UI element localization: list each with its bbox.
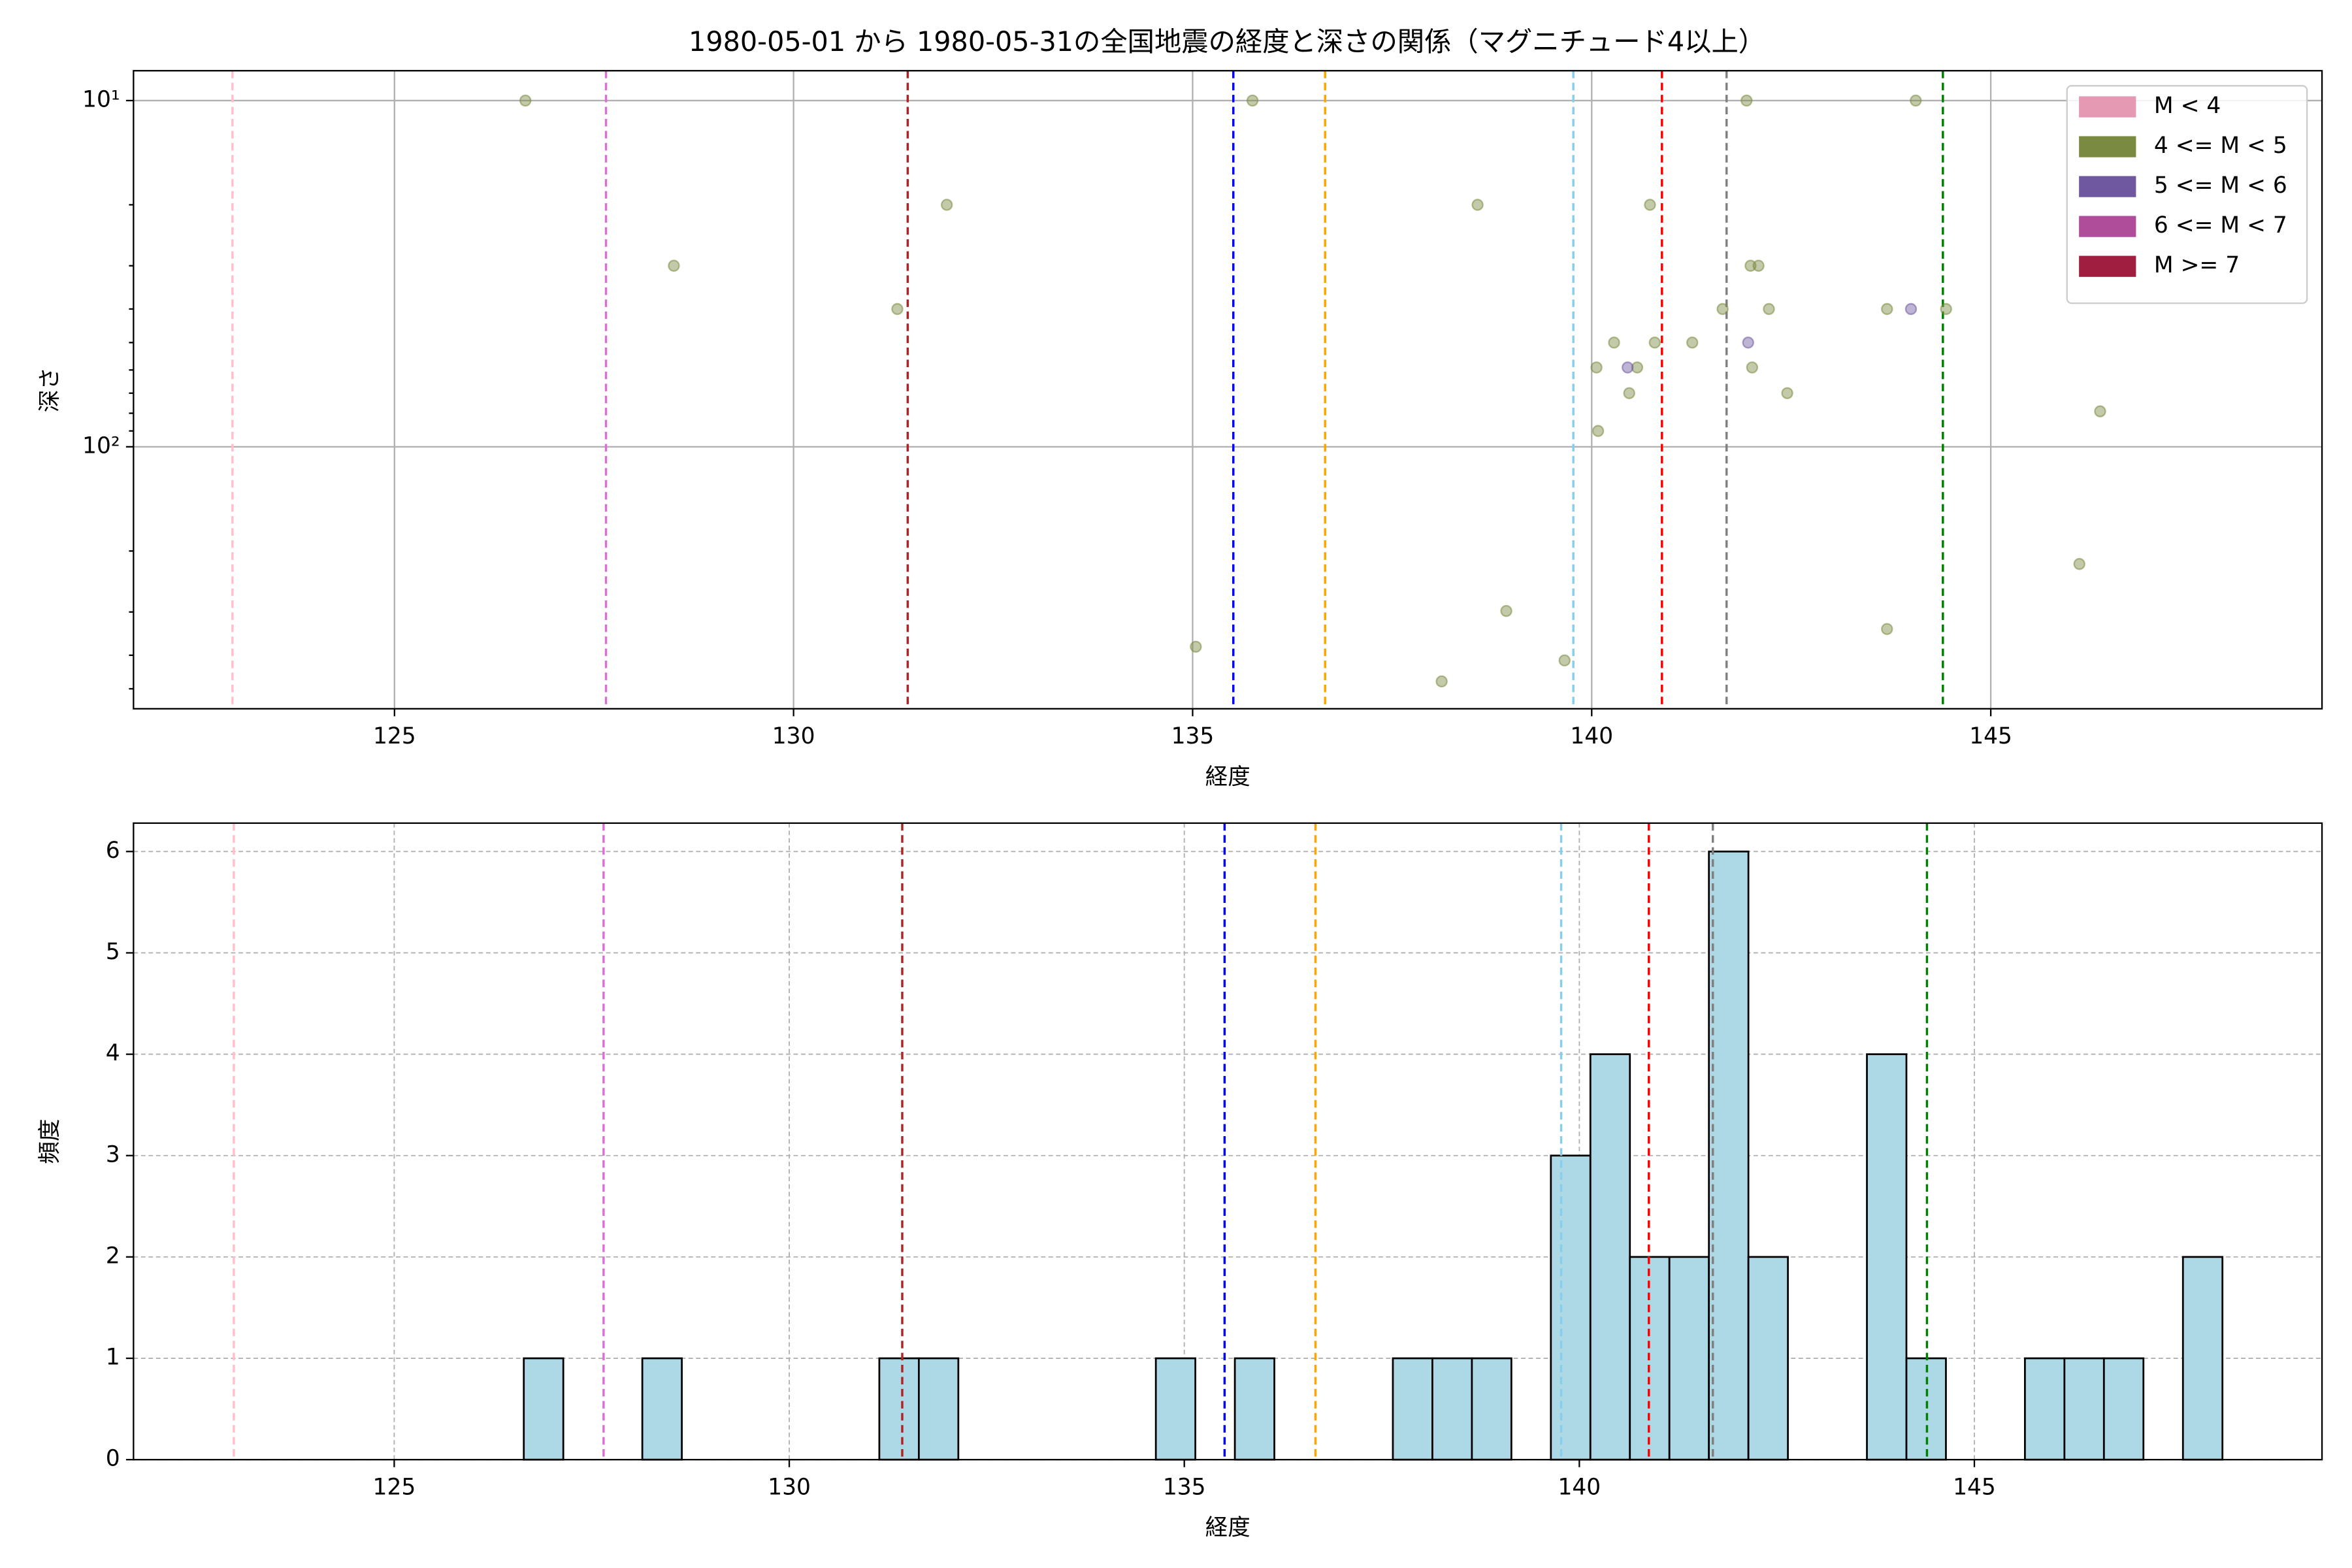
scatter-point	[1190, 640, 1202, 653]
legend-label: 6 <= M < 7	[2154, 212, 2287, 238]
scatter-point	[1622, 361, 1634, 374]
scatter-point	[1592, 425, 1605, 437]
x-tick-label: 140	[1570, 723, 1613, 749]
x-tick-label: 140	[1558, 1474, 1601, 1500]
scatter-point	[1500, 604, 1512, 617]
y-tick-label: 5	[106, 939, 120, 965]
histogram-bar	[1668, 1256, 1710, 1461]
scatter-point	[1648, 336, 1661, 349]
histogram-bar	[1747, 1256, 1789, 1461]
scatter-point	[1686, 336, 1699, 349]
scatter-point	[2094, 405, 2106, 417]
scatter-point	[1631, 361, 1644, 374]
x-tick-label: 125	[373, 723, 416, 749]
x-tick-label: 145	[1953, 1474, 1996, 1500]
y-tick-label: 2	[106, 1243, 120, 1269]
scatter-point	[891, 302, 904, 316]
y-axis-label: 頻度	[37, 1119, 63, 1164]
scatter-point	[519, 94, 532, 107]
y-tick-label: 10²	[82, 433, 120, 459]
histogram-bar	[2102, 1357, 2145, 1461]
scatter-point	[1246, 94, 1259, 107]
scatter-point	[1471, 199, 1484, 211]
scatter-point	[1623, 387, 1635, 399]
histogram-bar	[1392, 1357, 1433, 1461]
y-tick-label: 0	[106, 1446, 120, 1472]
legend-swatch	[2079, 255, 2136, 277]
legend-label: M < 4	[2154, 93, 2221, 119]
scatter-point	[1716, 302, 1729, 316]
x-tick-label: 145	[1969, 723, 2012, 749]
histogram-bar	[1550, 1154, 1592, 1461]
scatter-point	[1763, 302, 1775, 316]
histogram-bar	[1708, 850, 1750, 1461]
histogram-bar	[878, 1357, 920, 1461]
scatter-point	[1435, 675, 1448, 688]
x-tick-label: 130	[768, 1474, 811, 1500]
scatter-point	[668, 259, 680, 272]
chart-title: 1980-05-01 から 1980-05-31の全国地震の経度と深さの関係（マ…	[689, 26, 1765, 57]
scatter-point	[941, 199, 953, 211]
legend-swatch	[2079, 96, 2136, 118]
scatter-point	[1644, 199, 1656, 211]
legend-swatch	[2079, 136, 2136, 157]
plot-frame	[133, 70, 2323, 710]
legend-swatch	[2079, 176, 2136, 197]
histogram-bar	[1154, 1357, 1197, 1461]
scatter-point	[1881, 623, 1893, 636]
y-tick-label: 3	[106, 1141, 120, 1168]
y-tick-label: 10¹	[82, 86, 120, 112]
legend-label: M >= 7	[2154, 252, 2240, 278]
histogram-bar	[1431, 1357, 1473, 1461]
histogram-bar	[1589, 1053, 1631, 1461]
scatter-point	[1746, 361, 1759, 374]
legend-swatch	[2079, 216, 2136, 237]
scatter-point	[2073, 558, 2085, 570]
scatter-point	[1904, 302, 1918, 316]
scatter-point	[1781, 387, 1793, 399]
histogram-bar	[2181, 1256, 2224, 1461]
scatter-point	[1910, 94, 1922, 107]
histogram-bar	[917, 1357, 960, 1461]
x-tick-label: 135	[1171, 723, 1215, 749]
histogram-bar	[2024, 1357, 2066, 1461]
y-axis-label: 深さ	[37, 367, 63, 412]
legend-label: 4 <= M < 5	[2154, 133, 2287, 159]
scatter-point	[1608, 336, 1620, 349]
scatter-point	[1558, 654, 1571, 667]
x-axis-label: 経度	[1205, 764, 1250, 790]
x-tick-label: 130	[772, 723, 815, 749]
scatter-point	[1940, 302, 1952, 316]
y-tick-label: 4	[106, 1040, 120, 1066]
x-tick-label: 135	[1163, 1474, 1206, 1500]
scatter-point	[1590, 361, 1603, 374]
x-axis-label: 経度	[1205, 1515, 1250, 1541]
histogram-bar	[1471, 1357, 1512, 1461]
plot-frame	[133, 822, 2323, 1461]
y-tick-label: 1	[106, 1344, 120, 1370]
histogram-bar	[2063, 1357, 2105, 1461]
legend-label: 5 <= M < 6	[2154, 172, 2287, 199]
histogram-bar	[523, 1357, 564, 1461]
scatter-point	[1881, 302, 1893, 316]
y-tick-label: 6	[106, 838, 120, 864]
scatter-point	[1742, 336, 1754, 349]
scatter-point	[1752, 259, 1765, 272]
histogram-bar	[1233, 1357, 1275, 1461]
histogram-bar	[641, 1357, 683, 1461]
x-tick-label: 125	[373, 1474, 416, 1500]
scatter-point	[1740, 94, 1753, 107]
histogram-bar	[1866, 1053, 1908, 1461]
